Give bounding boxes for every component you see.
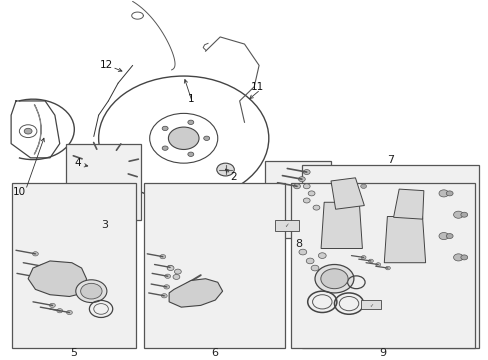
Circle shape [174, 269, 181, 274]
Circle shape [162, 126, 168, 131]
Bar [66, 144, 141, 220]
Circle shape [216, 163, 234, 176]
Text: 2: 2 [230, 172, 237, 183]
Circle shape [298, 249, 306, 255]
Circle shape [341, 181, 346, 185]
Text: 4: 4 [75, 158, 81, 168]
Text: 8: 8 [294, 239, 302, 249]
Bar [143, 183, 285, 348]
Circle shape [298, 177, 305, 182]
Circle shape [438, 190, 448, 197]
Bar [290, 183, 474, 348]
Circle shape [33, 275, 39, 279]
Circle shape [173, 274, 180, 279]
Text: 12: 12 [100, 60, 113, 71]
Text: 1: 1 [187, 94, 194, 104]
Circle shape [203, 136, 209, 140]
Polygon shape [321, 202, 362, 248]
Bar [301, 165, 478, 348]
Circle shape [293, 184, 300, 189]
Circle shape [303, 170, 309, 175]
Text: 6: 6 [210, 348, 218, 358]
Circle shape [368, 259, 372, 263]
Text: ✓: ✓ [368, 302, 372, 307]
Text: 3: 3 [101, 220, 108, 230]
Circle shape [453, 211, 462, 218]
Text: 11: 11 [250, 82, 264, 92]
Circle shape [314, 265, 353, 293]
Circle shape [89, 172, 97, 178]
Circle shape [453, 254, 462, 261]
Circle shape [94, 159, 116, 175]
Circle shape [361, 256, 366, 259]
Text: 5: 5 [70, 348, 77, 358]
Circle shape [307, 191, 314, 196]
Circle shape [24, 128, 32, 134]
Circle shape [167, 266, 174, 270]
Polygon shape [384, 216, 425, 263]
Circle shape [303, 198, 309, 203]
Circle shape [385, 266, 389, 270]
Circle shape [32, 252, 38, 256]
FancyArrowPatch shape [34, 105, 41, 154]
Circle shape [318, 253, 325, 258]
Polygon shape [393, 189, 423, 219]
Polygon shape [330, 178, 364, 209]
Circle shape [460, 212, 467, 217]
Circle shape [168, 127, 199, 149]
Circle shape [438, 233, 448, 240]
Polygon shape [28, 261, 86, 297]
Bar [361, 300, 380, 309]
Bar [265, 161, 330, 238]
Circle shape [163, 285, 169, 289]
Circle shape [49, 303, 55, 307]
Circle shape [167, 265, 173, 270]
Circle shape [81, 283, 102, 299]
Circle shape [187, 120, 193, 125]
Circle shape [66, 310, 72, 315]
Text: 10: 10 [13, 186, 26, 197]
Text: 7: 7 [386, 154, 393, 165]
Circle shape [446, 191, 452, 196]
Circle shape [312, 205, 319, 210]
Circle shape [113, 172, 120, 178]
Circle shape [331, 183, 337, 186]
Circle shape [460, 255, 467, 260]
Bar [274, 220, 298, 231]
Circle shape [320, 269, 347, 289]
Circle shape [161, 294, 167, 298]
Circle shape [76, 280, 107, 302]
Circle shape [305, 258, 313, 264]
Text: 9: 9 [379, 348, 386, 358]
Circle shape [40, 264, 45, 269]
Circle shape [57, 309, 62, 313]
Circle shape [350, 183, 356, 186]
Text: ✓: ✓ [284, 223, 288, 228]
Circle shape [89, 155, 97, 161]
Circle shape [160, 255, 165, 259]
Circle shape [310, 265, 318, 271]
Circle shape [303, 184, 309, 189]
Bar [12, 183, 136, 348]
Polygon shape [169, 279, 222, 307]
Circle shape [162, 146, 168, 150]
Circle shape [81, 150, 128, 184]
Circle shape [375, 263, 380, 266]
Circle shape [164, 274, 170, 278]
Circle shape [113, 155, 120, 161]
Circle shape [187, 152, 193, 157]
Circle shape [360, 184, 366, 188]
Circle shape [446, 234, 452, 239]
